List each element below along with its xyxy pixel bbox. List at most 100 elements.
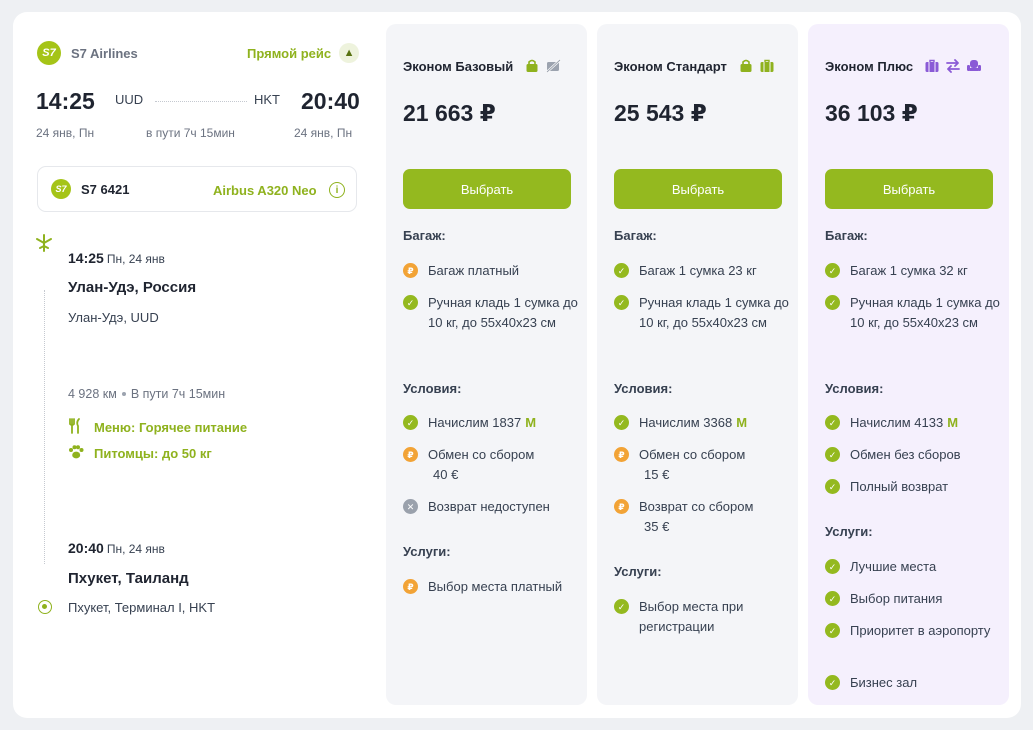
segment-arrival-time: 20:40 Пн, 24 янв [68,540,165,556]
baggage-title: Багаж: [403,228,446,243]
airline-name: S7 Airlines [71,45,138,61]
check-icon: ✓ [614,295,629,310]
segment-departure-date: Пн, 24 янв [106,252,165,266]
refund-item: ✓ Полный возврат [825,477,1005,497]
exchange-item: ✓ Обмен без сборов [825,445,1005,465]
flight-duration: в пути 7ч 15мин [146,126,235,140]
direct-flight-toggle[interactable]: Прямой рейс ▲ [247,43,360,63]
arrival-date: 24 янв, Пн [294,126,353,140]
departure-airport: Улан-Удэ, UUD [68,310,159,325]
fare-name: Эконом Базовый [403,58,562,74]
service-item: ✓ Выбор питания [825,589,1005,609]
no-baggage-icon [545,58,562,74]
flight-card: S7 S7 Airlines Прямой рейс ▲ 14:25 UUD H… [13,12,1021,718]
baggage-title: Багаж: [614,228,657,243]
check-icon: ✓ [403,295,418,310]
service-item: ✓ Приоритет в аэропорту [825,621,1005,641]
service-item: ✓ Лучшие места [825,557,1005,577]
arrival-code: HKT [254,92,280,107]
select-fare-button[interactable]: Выбрать [403,169,571,209]
service-item: ✓ Выбор места при регистрации [614,597,794,637]
miles-item: ✓ Начислим 4133 M [825,413,1005,433]
carry-on-item: ✓ Ручная кладь 1 сумка до 10 кг, до 55х40… [614,293,794,333]
baggage-item: ✓ Багаж 1 сумка 32 кг [825,261,1005,281]
check-icon: ✓ [825,415,840,430]
paid-icon: ₽ [403,263,418,278]
unavailable-icon: ✕ [403,499,418,514]
exchange-item: ₽ Обмен со сбором 15 € [614,445,794,485]
destination-marker-icon [38,600,52,614]
paid-icon: ₽ [614,447,629,462]
services-title: Услуги: [403,544,451,559]
segment-arrival-date: Пн, 24 янв [106,542,165,556]
conditions-title: Условия: [614,381,673,396]
amenity-menu-label: Меню: Горячее питание [94,420,248,435]
amenity-pets-label: Питомцы: до 50 кг [94,446,212,461]
airline-logo: S7 [37,41,61,65]
miles-icon: M [947,415,959,430]
departure-date: 24 янв, Пн [36,126,95,140]
check-icon: ✓ [614,263,629,278]
airline-logo-small: S7 [51,179,71,199]
baggage-item: ✓ Багаж 1 сумка 23 кг [614,261,794,281]
arrival-time: 20:40 [301,88,360,114]
fare-economy-basic: Эконом Базовый 21 663 ₽ Выбрать Багаж: ₽… [386,24,587,705]
baggage-item: ₽ Багаж платный [403,261,583,281]
segment-departure-time: 14:25 Пн, 24 янв [68,250,165,266]
plane-takeoff-icon [35,234,53,257]
arrival-airport: Пхукет, Терминал I, HKT [68,600,216,615]
service-item: ₽ Выбор места платный [403,577,583,597]
departure-city: Улан-Удэ, Россия [68,279,197,296]
info-icon[interactable]: i [329,182,345,198]
select-fare-button[interactable]: Выбрать [825,169,993,209]
miles-icon: M [525,415,537,430]
fare-price: 25 543 ₽ [614,100,707,126]
flight-distance: 4 928 км [68,387,117,401]
flight-stats: 4 928 км В пути 7ч 15мин [68,387,225,401]
suitcase-icon [924,58,940,74]
stats-duration: В пути 7ч 15мин [130,387,226,401]
check-icon: ✓ [825,591,840,606]
aircraft-type: Airbus A320 Neo [213,183,317,198]
conditions-title: Условия: [825,381,884,396]
carry-on-item: ✓ Ручная кладь 1 сумка до 10 кг, до 55х40… [825,293,1005,333]
itinerary-panel: S7 S7 Airlines Прямой рейс ▲ 14:25 UUD H… [13,12,385,718]
paid-icon: ₽ [614,499,629,514]
fare-name: Эконом Плюс [825,58,982,74]
check-icon: ✓ [614,599,629,614]
fare-economy-standard: Эконом Стандарт 25 543 ₽ Выбрать Багаж: … [597,24,798,705]
fare-price: 36 103 ₽ [825,100,918,126]
bag-icon [524,58,540,74]
carry-on-item: ✓ Ручная кладь 1 сумка до 10 кг, до 55х40… [403,293,583,333]
check-icon: ✓ [825,295,840,310]
timeline-line [44,290,45,564]
miles-icon: M [736,415,748,430]
chevron-up-icon[interactable]: ▲ [339,43,360,63]
services-title: Услуги: [614,564,662,579]
seat-icon [966,58,982,74]
flight-details-box: S7 S7 6421 Airbus A320 Neo i [37,166,357,212]
departure-code: UUD [115,92,144,107]
amenity-pets: Питомцы: до 50 кг [68,445,212,462]
check-icon: ✓ [825,675,840,690]
miles-item: ✓ Начислим 1837 M [403,413,583,433]
select-fare-button[interactable]: Выбрать [614,169,782,209]
paid-icon: ₽ [403,447,418,462]
paid-icon: ₽ [403,579,418,594]
services-title: Услуги: [825,524,873,539]
check-icon: ✓ [825,447,840,462]
airline-header: S7 S7 Airlines [37,41,138,65]
baggage-title: Багаж: [825,228,868,243]
departure-time: 14:25 [36,88,95,114]
bag-icon [738,58,754,74]
fare-economy-plus: Эконом Плюс 36 103 ₽ Выбрать Багаж: ✓ Баг… [808,24,1009,705]
arrival-city: Пхукет, Таиланд [68,570,189,587]
service-item: ✓ Бизнес зал [825,673,1005,693]
amenity-menu: Меню: Горячее питание [68,418,247,437]
direct-flight-label: Прямой рейс [247,45,332,61]
suitcase-icon [759,58,775,74]
check-icon: ✓ [825,479,840,494]
route-line [155,101,247,102]
fare-price: 21 663 ₽ [403,100,496,126]
paw-icon [68,445,88,462]
